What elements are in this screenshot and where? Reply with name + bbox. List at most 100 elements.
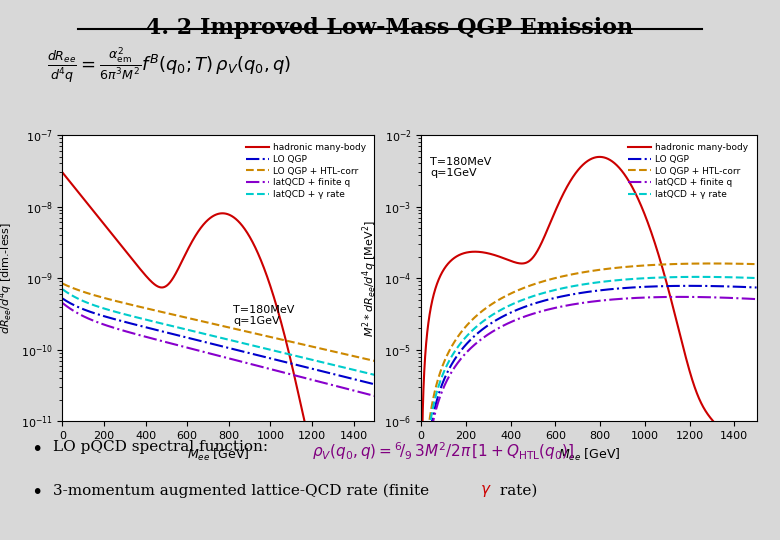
- hadronic many-body: [178, 258, 187, 264]
- Line: latQCD + finite q: latQCD + finite q: [421, 297, 757, 540]
- Line: hadronic many-body: hadronic many-body: [421, 157, 757, 530]
- hadronic many-body: [112, 237, 122, 243]
- hadronic many-body: [94, 214, 103, 220]
- LO QGP + HTL-corr: [707, 260, 717, 267]
- latQCD + γ rate: [693, 274, 703, 280]
- LO QGP + HTL-corr: [709, 260, 718, 267]
- LO QGP: [709, 283, 718, 289]
- latQCD + finite q: [676, 294, 686, 300]
- Line: latQCD + γ rate: latQCD + γ rate: [421, 277, 757, 540]
- Text: 4. 2 Improved Low-Mass QGP Emission: 4. 2 Improved Low-Mass QGP Emission: [147, 17, 633, 39]
- latQCD + finite q: [94, 319, 103, 326]
- LO QGP: [752, 284, 761, 291]
- Text: 3-momentum augmented lattice-QCD rate (finite: 3-momentum augmented lattice-QCD rate (f…: [53, 483, 434, 498]
- LO QGP + HTL-corr: [58, 280, 67, 287]
- latQCD + finite q: [112, 326, 122, 332]
- latQCD + γ rate: [545, 288, 555, 294]
- Legend: hadronic many-body, LO QGP, LO QGP + HTL-corr, latQCD + finite q, latQCD + γ rat: hadronic many-body, LO QGP, LO QGP + HTL…: [243, 139, 370, 202]
- hadronic many-body: [746, 455, 755, 461]
- hadronic many-body: [475, 249, 484, 255]
- LO QGP + HTL-corr: [370, 357, 379, 364]
- Line: LO QGP: LO QGP: [62, 299, 374, 384]
- latQCD + finite q: [752, 296, 761, 302]
- LO QGP: [112, 316, 122, 323]
- Line: LO QGP: LO QGP: [421, 286, 757, 540]
- latQCD + finite q: [709, 294, 718, 301]
- latQCD + finite q: [191, 347, 200, 353]
- Line: hadronic many-body: hadronic many-body: [62, 173, 374, 540]
- latQCD + γ rate: [752, 275, 761, 281]
- LO QGP + HTL-corr: [560, 273, 569, 279]
- Text: LO pQCD spectral function:: LO pQCD spectral function:: [53, 440, 278, 454]
- latQCD + finite q: [370, 393, 379, 399]
- LO QGP: [455, 349, 464, 355]
- hadronic many-body: [709, 419, 718, 426]
- LO QGP + HTL-corr: [112, 298, 122, 305]
- Text: •: •: [31, 483, 43, 502]
- Line: latQCD + finite q: latQCD + finite q: [62, 303, 374, 396]
- latQCD + finite q: [545, 306, 555, 312]
- latQCD + γ rate: [560, 285, 569, 291]
- Text: T=180MeV
q=1GeV: T=180MeV q=1GeV: [233, 305, 294, 326]
- hadronic many-body: [560, 188, 569, 195]
- hadronic many-body: [330, 507, 339, 514]
- latQCD + finite q: [330, 382, 339, 389]
- LO QGP: [330, 371, 339, 377]
- Legend: hadronic many-body, LO QGP, LO QGP + HTL-corr, latQCD + finite q, latQCD + γ rat: hadronic many-body, LO QGP, LO QGP + HTL…: [625, 139, 752, 202]
- LO QGP: [475, 328, 484, 335]
- LO QGP: [746, 284, 755, 291]
- latQCD + γ rate: [370, 372, 379, 378]
- Text: $\rho_V(q_0,q) = {}^6\!/_9\, 3M^2/2\pi\,[1+Q_{\rm HTL}(q_0)]$: $\rho_V(q_0,q) = {}^6\!/_9\, 3M^2/2\pi\,…: [312, 440, 575, 462]
- LO QGP: [191, 336, 200, 343]
- LO QGP + HTL-corr: [746, 261, 755, 267]
- LO QGP + HTL-corr: [330, 348, 339, 355]
- Line: LO QGP + HTL-corr: LO QGP + HTL-corr: [421, 264, 757, 540]
- latQCD + γ rate: [363, 370, 373, 376]
- hadronic many-body: [752, 461, 761, 467]
- hadronic many-body: [595, 154, 604, 160]
- latQCD + γ rate: [112, 309, 122, 315]
- LO QGP + HTL-corr: [455, 331, 464, 338]
- Text: $\gamma$: $\gamma$: [480, 483, 491, 500]
- latQCD + finite q: [178, 343, 187, 349]
- latQCD + γ rate: [58, 286, 67, 293]
- LO QGP: [560, 293, 569, 299]
- latQCD + γ rate: [191, 328, 200, 335]
- X-axis label: $M_{ee}$ [GeV]: $M_{ee}$ [GeV]: [558, 447, 620, 463]
- hadronic many-body: [455, 252, 464, 258]
- latQCD + γ rate: [94, 303, 103, 310]
- latQCD + γ rate: [709, 274, 718, 280]
- latQCD + γ rate: [330, 362, 339, 368]
- latQCD + finite q: [560, 303, 569, 309]
- hadronic many-body: [58, 170, 67, 176]
- hadronic many-body: [191, 232, 200, 239]
- Line: latQCD + γ rate: latQCD + γ rate: [62, 289, 374, 375]
- latQCD + finite q: [746, 295, 755, 302]
- LO QGP: [545, 296, 555, 302]
- Text: rate): rate): [495, 483, 537, 497]
- LO QGP + HTL-corr: [191, 316, 200, 323]
- Text: T=180MeV
q=1GeV: T=180MeV q=1GeV: [430, 157, 491, 178]
- LO QGP + HTL-corr: [475, 310, 484, 316]
- X-axis label: $M_{ee}$ [GeV]: $M_{ee}$ [GeV]: [187, 447, 250, 463]
- Line: LO QGP + HTL-corr: LO QGP + HTL-corr: [62, 284, 374, 361]
- LO QGP + HTL-corr: [545, 276, 555, 282]
- Text: $\frac{dR_{ee}}{d^4q} = \frac{\alpha_{\rm em}^2}{6\pi^3 M^2} f^B(q_0;T)\,\rho_V(: $\frac{dR_{ee}}{d^4q} = \frac{\alpha_{\r…: [47, 46, 291, 86]
- latQCD + γ rate: [455, 341, 464, 348]
- LO QGP: [94, 311, 103, 318]
- LO QGP: [370, 381, 379, 388]
- LO QGP: [363, 380, 373, 386]
- latQCD + finite q: [58, 300, 67, 306]
- hadronic many-body: [545, 220, 555, 227]
- latQCD + finite q: [363, 391, 373, 397]
- latQCD + finite q: [475, 338, 484, 344]
- LO QGP + HTL-corr: [178, 313, 187, 320]
- LO QGP: [178, 333, 187, 340]
- latQCD + γ rate: [178, 325, 187, 332]
- latQCD + γ rate: [746, 274, 755, 281]
- LO QGP + HTL-corr: [752, 261, 761, 267]
- Y-axis label: $dR_{ee}/d^4q$ [dim.-less]: $dR_{ee}/d^4q$ [dim.-less]: [0, 222, 15, 334]
- Text: •: •: [31, 440, 43, 459]
- latQCD + finite q: [455, 357, 464, 363]
- LO QGP: [685, 282, 694, 289]
